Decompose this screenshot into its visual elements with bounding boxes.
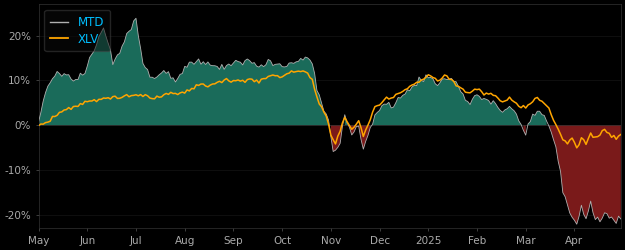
Legend: MTD, XLV: MTD, XLV <box>44 10 110 51</box>
